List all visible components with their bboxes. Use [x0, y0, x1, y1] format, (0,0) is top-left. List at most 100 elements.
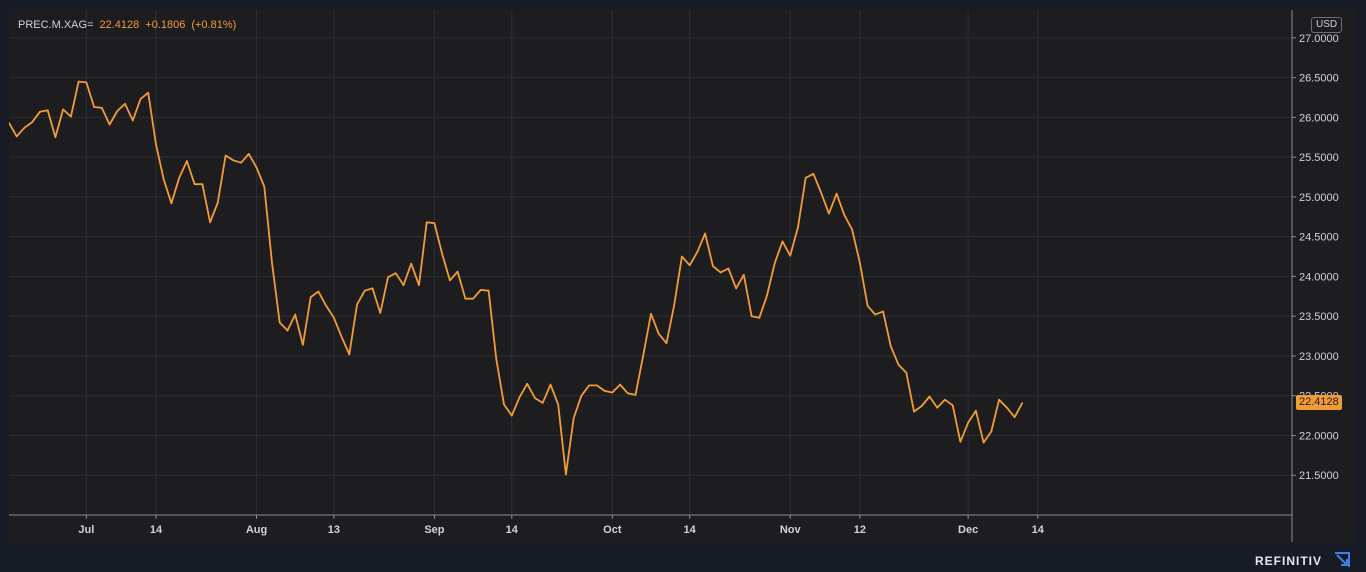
- x-tick-label: 14: [506, 524, 519, 536]
- data-point: [611, 391, 614, 394]
- data-point: [549, 383, 552, 386]
- y-tick-label: 21.5000: [1299, 470, 1339, 482]
- data-point: [572, 417, 575, 419]
- data-point: [557, 403, 559, 406]
- x-tick-label: Nov: [780, 524, 802, 536]
- data-point: [712, 265, 714, 267]
- data-point: [665, 342, 668, 345]
- data-point: [23, 126, 26, 129]
- data-point: [727, 267, 730, 270]
- data-point: [541, 402, 544, 404]
- data-point: [70, 115, 72, 118]
- y-tick-label: 27.0000: [1299, 33, 1339, 45]
- data-point: [101, 107, 103, 109]
- data-point: [634, 394, 637, 396]
- data-point: [162, 178, 165, 181]
- x-tick-label: Oct: [603, 524, 622, 536]
- data-point: [224, 154, 227, 157]
- currency-badge[interactable]: USD: [1311, 17, 1343, 33]
- symbol-legend: PREC.M.XAG= 22.4128 +0.1806 (+0.81%): [18, 19, 242, 31]
- data-point: [982, 441, 985, 444]
- refinitiv-logo-icon: [1335, 552, 1350, 567]
- data-point: [905, 371, 908, 374]
- data-point: [116, 110, 119, 112]
- data-point: [54, 136, 57, 139]
- data-point: [155, 143, 157, 146]
- data-point: [371, 287, 374, 290]
- data-point: [1006, 406, 1008, 409]
- data-point: [108, 123, 111, 126]
- data-point: [201, 183, 204, 185]
- data-point: [93, 106, 95, 108]
- data-point: [518, 396, 521, 399]
- data-point: [719, 271, 722, 274]
- grid: [9, 10, 1292, 515]
- data-point: [217, 201, 219, 204]
- price-series-line: [9, 80, 1024, 476]
- data-point: [851, 228, 853, 231]
- data-point: [812, 173, 815, 175]
- data-point: [472, 297, 474, 300]
- y-tick-label: 23.5000: [1299, 311, 1339, 323]
- data-point: [317, 290, 320, 293]
- data-point: [627, 392, 629, 395]
- data-point: [464, 297, 467, 300]
- series-layer: [9, 80, 1024, 476]
- data-point: [781, 240, 784, 243]
- data-point: [9, 122, 10, 124]
- data-point: [39, 110, 41, 113]
- data-point: [750, 315, 753, 317]
- data-point: [526, 382, 529, 385]
- data-point: [255, 166, 258, 169]
- data-point: [178, 177, 180, 179]
- data-point: [402, 284, 405, 286]
- x-tick-label: Dec: [958, 524, 978, 536]
- data-point: [534, 397, 536, 399]
- data-point: [85, 81, 88, 84]
- data-point: [325, 305, 327, 307]
- brand-logo-text: REFINITIV: [1255, 554, 1323, 568]
- data-point: [418, 284, 420, 286]
- data-point: [797, 226, 799, 228]
- data-point: [124, 103, 126, 105]
- data-point: [209, 221, 211, 224]
- data-point: [46, 109, 49, 112]
- data-point: [410, 262, 413, 265]
- data-point: [603, 390, 606, 392]
- data-point: [356, 303, 358, 306]
- data-point: [278, 321, 281, 324]
- data-point: [271, 262, 273, 264]
- y-tick-label: 25.5000: [1299, 152, 1339, 164]
- data-point: [480, 289, 482, 291]
- data-point: [1021, 402, 1024, 404]
- data-point: [565, 473, 567, 476]
- data-point: [263, 185, 266, 188]
- data-point: [758, 316, 761, 319]
- data-point: [696, 250, 699, 253]
- data-point: [743, 274, 745, 276]
- data-point: [147, 91, 150, 94]
- data-point: [503, 403, 505, 406]
- data-point: [688, 264, 691, 267]
- data-point: [379, 312, 382, 314]
- x-tick-label: 14: [150, 524, 163, 536]
- data-point: [920, 405, 923, 407]
- price-chart[interactable]: 21.500022.000022.500023.000023.500024.00…: [9, 10, 1356, 542]
- data-point: [936, 406, 938, 409]
- data-point: [170, 202, 173, 205]
- last-value: 22.4128: [99, 19, 140, 31]
- x-tick-label: Sep: [424, 524, 444, 536]
- data-point: [510, 414, 513, 417]
- data-point: [928, 395, 931, 398]
- chart-area[interactable]: 21.500022.000022.500023.000023.500024.00…: [9, 10, 1356, 542]
- data-point: [789, 254, 792, 257]
- data-point: [1013, 416, 1016, 418]
- symbol-name: PREC.M.XAG=: [18, 19, 94, 31]
- data-point: [15, 135, 18, 138]
- y-tick-label: 23.0000: [1299, 351, 1339, 363]
- data-point: [193, 183, 196, 185]
- data-point: [433, 222, 436, 224]
- data-point: [913, 410, 915, 413]
- data-point: [247, 153, 250, 155]
- data-point: [650, 312, 652, 315]
